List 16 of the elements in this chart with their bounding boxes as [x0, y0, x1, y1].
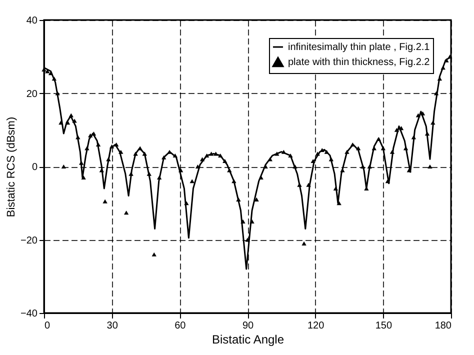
x-axis-title: Bistatic Angle	[212, 332, 284, 346]
x-tick-label: 120	[307, 320, 325, 332]
y-axis-title: Bistatic RCS (dBsm)	[6, 116, 18, 218]
x-tick-label: 180	[434, 320, 452, 332]
y-tick-label: 0	[32, 162, 38, 173]
x-tick-label: 150	[375, 320, 392, 332]
y-tick-label: 40	[26, 16, 38, 26]
y-tick-label: −40	[20, 308, 38, 320]
y-tick-label: −20	[20, 235, 38, 246]
x-tick-label: 30	[106, 320, 118, 332]
x-tick-label: 0	[44, 320, 50, 332]
x-tick-label: 90	[242, 320, 254, 332]
legend-label: infinitesimally thin plate , Fig.2.1	[288, 42, 430, 53]
legend-label: plate with thin thickness, Fig.2.2	[288, 57, 430, 68]
x-tick-label: 60	[174, 320, 186, 332]
y-tick-label: 20	[26, 88, 38, 100]
